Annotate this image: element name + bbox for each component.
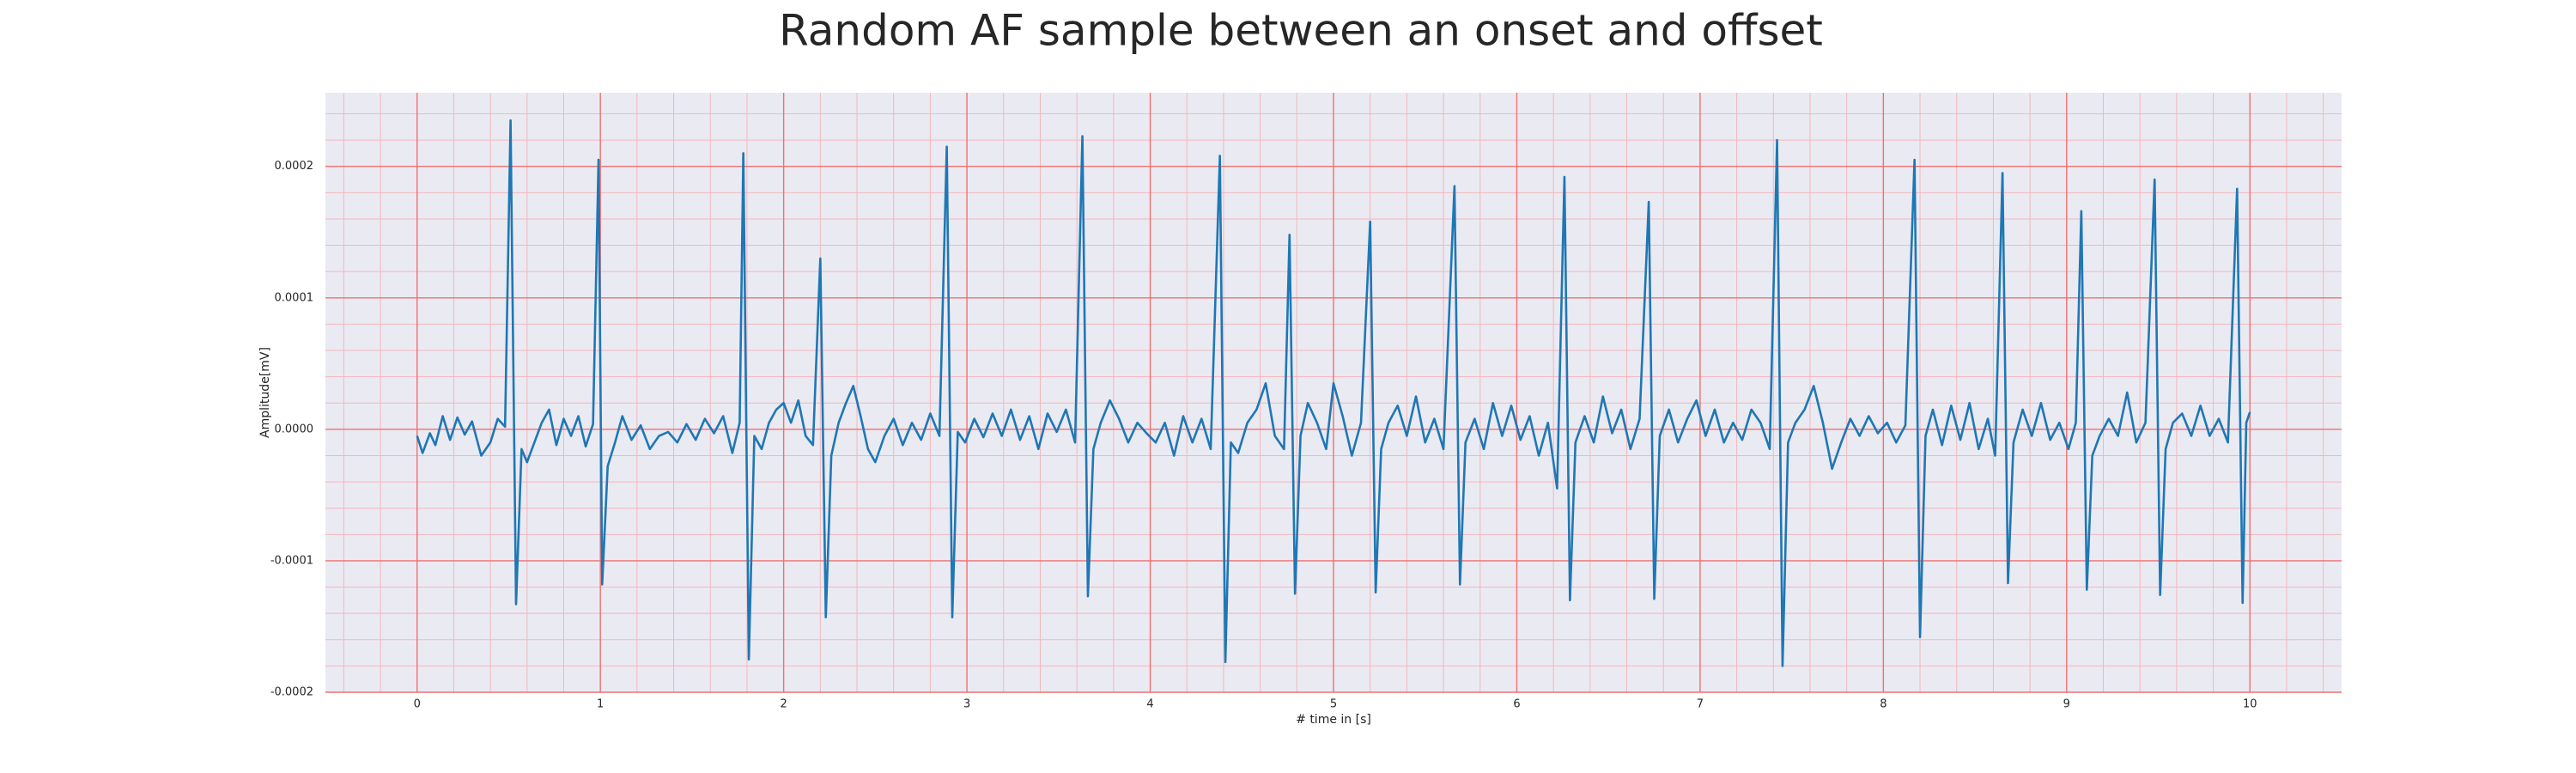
- x-tick-label: 8: [1880, 698, 1886, 711]
- x-tick-label: 5: [1330, 698, 1337, 711]
- x-tick-label: 10: [2243, 698, 2257, 711]
- x-tick-label: 0: [414, 698, 421, 711]
- y-tick-label: -0.0001: [270, 554, 313, 567]
- signal-line: [416, 119, 2251, 667]
- x-tick-label: 6: [1513, 698, 1520, 711]
- x-tick-label: 7: [1697, 698, 1704, 711]
- major-grid: [325, 93, 2342, 693]
- x-tick-label: 1: [597, 698, 604, 711]
- chart-title: Random AF sample between an onset and of…: [779, 6, 1823, 56]
- lines: [416, 119, 2251, 667]
- x-axis-label: # time in [s]: [1296, 713, 1371, 727]
- x-tick-label: 3: [963, 698, 970, 711]
- labels: 0 1 2 3 4 5 6 7 8 9 10 -0.0002 -0.0001 0.0000 0.0001 0.…: [270, 160, 2257, 710]
- y-axis-label: Amplitude[mV]: [258, 347, 272, 438]
- y-tick-label: 0.0002: [275, 160, 314, 173]
- y-tick-label: 0.0000: [275, 423, 314, 435]
- x-tick-label: 4: [1146, 698, 1153, 711]
- y-tick-label: 0.0001: [275, 291, 314, 304]
- y-tick-label: -0.0002: [270, 686, 313, 699]
- x-tick-label: 9: [2063, 698, 2070, 711]
- x-tick-label: 2: [780, 698, 787, 711]
